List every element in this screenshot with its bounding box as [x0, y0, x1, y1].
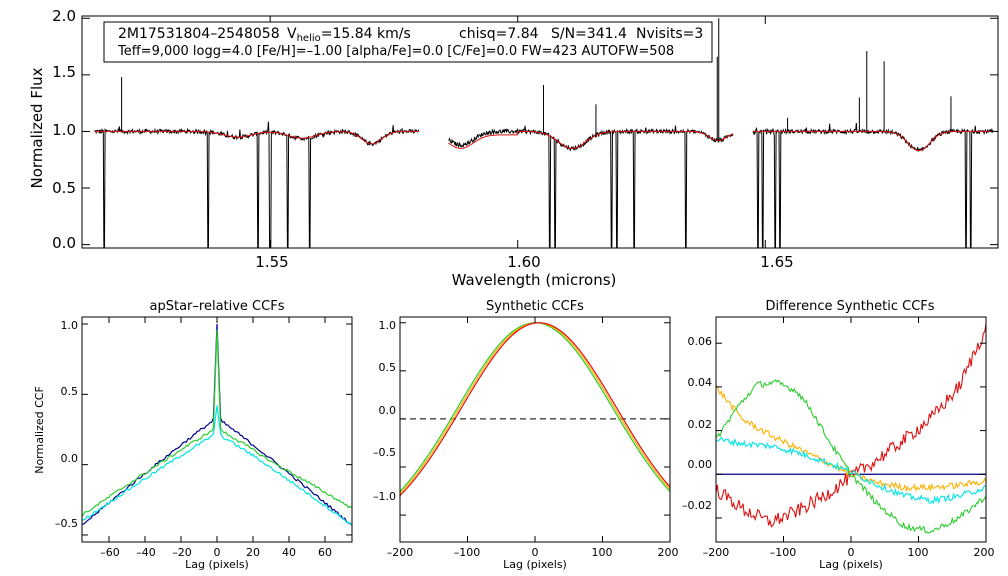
spectrum-annotation: 2M17531804–2548058 Vhelio=15.84 km/s chi…	[103, 21, 713, 63]
apstar-ytick-3: 0.5	[61, 385, 79, 398]
spectrum-observed-line-chip-1	[94, 121, 420, 248]
spectrum-ytick-1: 0.0	[52, 234, 76, 252]
apstar-xlabel: Lag (pixels)	[185, 558, 249, 571]
apstar-xtick-1: –60	[100, 546, 120, 559]
spectrum-observed-line-chip-3	[752, 123, 994, 248]
apstar-xtick-6: 40	[282, 546, 296, 559]
apstar-xtick-3: –20	[172, 546, 192, 559]
synthetic-xtick-2: –100	[454, 546, 481, 559]
spectrum-xlabel: Wavelength (microns)	[452, 271, 617, 289]
apstar-ytick-2: 0.0	[61, 452, 79, 465]
diff-ccf-ticks	[715, 317, 987, 542]
spectrum-ticks	[82, 16, 998, 248]
spectrum-ytick-4: 1.5	[52, 63, 76, 81]
synthetic-ccf-line-orange	[400, 322, 670, 494]
apstar-ccf-ticks	[82, 317, 352, 542]
synthetic-xtick-1: –200	[387, 546, 414, 559]
diff-ccf-panel: Difference Synthetic CCFs –200 –100 0 10…	[682, 299, 995, 571]
synthetic-ytick-1: –1.0	[373, 490, 396, 503]
diff-xtick-4: 100	[908, 546, 929, 559]
diff-xtick-3: 0	[848, 546, 855, 559]
diff-xtick-2: –100	[770, 546, 797, 559]
apstar-ccf-title: apStar–relative CCFs	[150, 299, 285, 314]
annotation-chisq: chisq=7.84	[459, 26, 539, 42]
spectrum-ytick-2: 0.5	[52, 179, 76, 197]
diff-xtick-1: –200	[703, 546, 730, 559]
synthetic-ccf-title: Synthetic CCFs	[486, 299, 584, 314]
diff-ccf-line-green	[716, 379, 986, 534]
diff-ccf-plot-area	[716, 323, 986, 534]
annotation-nvisits: Nvisits=3	[636, 26, 703, 42]
annotation-parameters: Teff=9,000 logg=4.0 [Fe/H]=–1.00 [alpha/…	[117, 44, 674, 59]
diff-ytick-5: 0.06	[688, 335, 713, 348]
diff-xtick-5: 200	[974, 546, 995, 559]
annotation-sn: S/N=341.4	[551, 26, 627, 42]
spectrum-ytick-3: 1.0	[52, 121, 76, 139]
synthetic-ccf-line-green	[400, 322, 670, 492]
diff-ytick-4: 0.04	[688, 376, 713, 389]
synthetic-ytick-3: 0.0	[379, 404, 397, 417]
spectrum-xtick-1: 1.55	[255, 253, 288, 271]
diff-xlabel: Lag (pixels)	[819, 558, 883, 571]
apstar-ytick-4: 1.0	[61, 319, 79, 332]
spectrum-xtick-2: 1.60	[507, 253, 540, 271]
spectrum-frame	[81, 15, 999, 249]
synthetic-ccf-plot-area	[400, 322, 670, 497]
apstar-ccf-plot-area	[82, 324, 352, 526]
apstar-ylabel: Normalized CCF	[33, 386, 46, 474]
synthetic-xtick-4: 100	[592, 546, 613, 559]
synthetic-ytick-4: 0.5	[379, 361, 397, 374]
diff-ccf-line-cyan	[716, 436, 986, 505]
spectrum-ytick-5: 2.0	[52, 7, 76, 25]
apstar-ccf-line-visit-2	[82, 329, 352, 517]
synthetic-xlabel: Lag (pixels)	[503, 558, 567, 571]
synthetic-ytick-5: 1.0	[379, 319, 397, 332]
synthetic-ccf-panel: Synthetic CCFs –200 –100 0 100 200 –1.0 …	[373, 299, 679, 571]
apstar-ccf-line-combined	[82, 324, 352, 526]
spectrum-ylabel: Normalized Flux	[28, 67, 46, 188]
spectrum-panel: 1.55 1.60 1.65 0.0 0.5 1.0 1.5 2.0 Wavel…	[28, 7, 999, 289]
spectrum-xtick-3: 1.65	[760, 253, 793, 271]
diff-ccf-title: Difference Synthetic CCFs	[765, 299, 934, 314]
spectrum-plot-area	[94, 18, 994, 248]
synthetic-xtick-3: 0	[532, 546, 539, 559]
apstar-xtick-4: 0	[214, 546, 221, 559]
diff-ytick-2: 0.00	[688, 458, 713, 471]
apstar-ccf-frame	[81, 316, 353, 543]
apstar-xtick-2: –40	[136, 546, 156, 559]
synthetic-xtick-5: 200	[658, 546, 679, 559]
spectrum-model-line-chip-2	[448, 130, 734, 149]
apstar-ccf-line-visit-1	[82, 405, 352, 526]
annotation-star-id: 2M17531804–2548058	[118, 26, 280, 42]
annotation-vhelio: Vhelio=15.84 km/s	[287, 26, 411, 44]
spectrum-model-line-chip-1	[94, 130, 419, 145]
synthetic-ccf-ticks	[399, 317, 671, 542]
spectrum-observed-line-chip-2	[448, 125, 734, 248]
apstar-ytick-1: –0.5	[55, 517, 78, 530]
spectrum-model-line-chip-3	[752, 130, 994, 152]
synthetic-ytick-2: –0.5	[373, 446, 396, 459]
diff-ytick-1: –0.02	[682, 499, 712, 512]
diff-ccf-line-red	[716, 323, 986, 528]
apstar-ccf-panel: apStar–relative CCFs –60 –40 –20 0 20 40…	[33, 299, 353, 571]
annotation-box	[103, 21, 713, 63]
diff-ytick-3: 0.02	[688, 418, 713, 431]
synthetic-ccf-line-red	[400, 322, 670, 497]
apstar-xtick-7: 60	[318, 546, 332, 559]
apstar-xtick-5: 20	[246, 546, 260, 559]
